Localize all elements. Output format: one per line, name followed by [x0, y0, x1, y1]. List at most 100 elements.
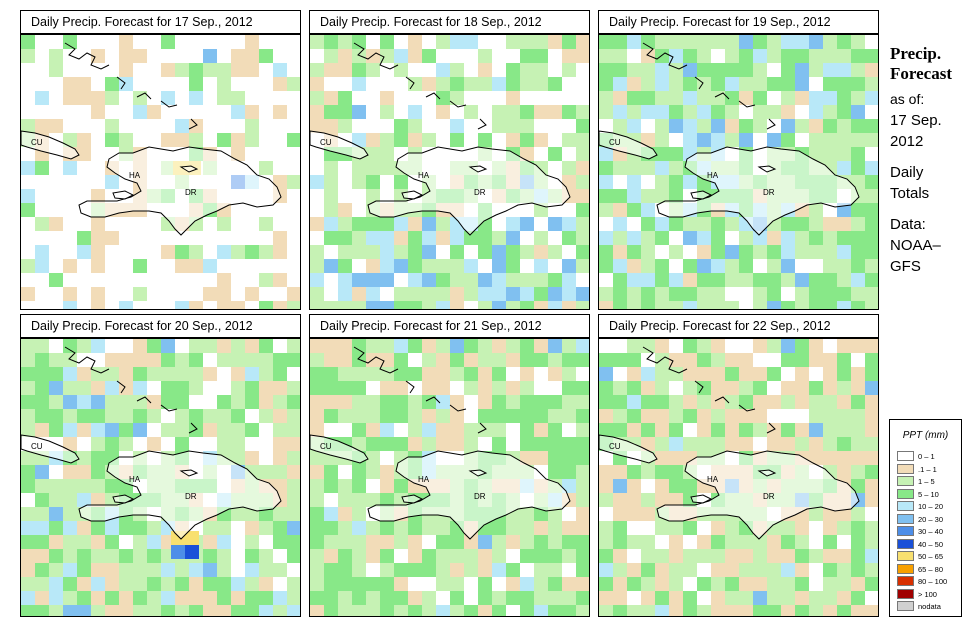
- precip-cell: [753, 381, 767, 395]
- precip-cell: [534, 273, 548, 287]
- precip-cell: [767, 549, 781, 563]
- legend-item: 20 – 30: [897, 513, 944, 525]
- precip-cell: [548, 423, 562, 437]
- precip-cell: [203, 63, 217, 77]
- precip-cell: [310, 175, 324, 189]
- precip-cell: [203, 535, 217, 549]
- precip-cell: [669, 423, 683, 437]
- precip-cell: [245, 563, 259, 577]
- precip-cell: [781, 91, 795, 105]
- precip-cell: [436, 591, 450, 605]
- precip-cell: [669, 549, 683, 563]
- precip-cell: [49, 231, 63, 245]
- precip-cell: [119, 367, 133, 381]
- precip-cell: [35, 353, 49, 367]
- precip-cell: [324, 423, 338, 437]
- precip-cell: [310, 409, 324, 423]
- precip-cell: [422, 591, 436, 605]
- precip-cell: [641, 105, 655, 119]
- precip-cell: [217, 217, 231, 231]
- precip-cell: [49, 49, 63, 63]
- precip-cell: [287, 245, 300, 259]
- precip-cell: [119, 535, 133, 549]
- precip-cell: [478, 245, 492, 259]
- precip-cell: [189, 287, 203, 301]
- precip-cell: [287, 367, 300, 381]
- precip-cell: [310, 49, 324, 63]
- coastline-outline: [112, 190, 135, 200]
- precip-cell: [669, 63, 683, 77]
- precip-cell: [627, 119, 641, 133]
- precip-cell: [865, 367, 878, 381]
- precip-cell: [380, 521, 394, 535]
- precip-cell: [478, 63, 492, 77]
- precip-cell: [683, 521, 697, 535]
- precip-cell: [119, 119, 133, 133]
- precip-cell: [203, 91, 217, 105]
- precip-cell: [823, 287, 837, 301]
- coastline-outline: [310, 130, 369, 160]
- precip-cell: [175, 245, 189, 259]
- precip-cell: [203, 423, 217, 437]
- precip-cell: [189, 437, 203, 451]
- precip-cell: [851, 605, 865, 616]
- precip-cell: [310, 245, 324, 259]
- precip-cell: [91, 395, 105, 409]
- precip-cell: [865, 465, 878, 479]
- precip-cell: [161, 423, 175, 437]
- precip-cell: [851, 301, 865, 309]
- precip-cell: [520, 423, 534, 437]
- precip-cell: [105, 105, 119, 119]
- precip-cell: [217, 521, 231, 535]
- precip-cell: [697, 231, 711, 245]
- precip-cell: [795, 133, 809, 147]
- precip-cell: [464, 105, 478, 119]
- precip-cell: [599, 217, 613, 231]
- precip-cell: [63, 395, 77, 409]
- precip-cell: [338, 301, 352, 309]
- precip-cell: [203, 273, 217, 287]
- precip-cell: [865, 105, 878, 119]
- precip-cell: [324, 63, 338, 77]
- precip-cell: [711, 563, 725, 577]
- precip-cell: [823, 259, 837, 273]
- precip-cell: [273, 301, 287, 309]
- precip-cell: [655, 245, 669, 259]
- precip-cell: [352, 161, 366, 175]
- precip-cell: [352, 367, 366, 381]
- precip-cell: [562, 577, 576, 591]
- precip-cell: [599, 231, 613, 245]
- legend-label: 20 – 30: [918, 514, 944, 524]
- precip-cell: [119, 133, 133, 147]
- precip-cell: [77, 147, 91, 161]
- precip-cell: [478, 35, 492, 49]
- precip-cell: [49, 287, 63, 301]
- precip-cell: [259, 231, 273, 245]
- precip-cell: [753, 91, 767, 105]
- precip-cell: [767, 77, 781, 91]
- precip-cell: [739, 423, 753, 437]
- precip-cell: [436, 367, 450, 381]
- precip-cell: [147, 49, 161, 63]
- coastline-outline: [757, 469, 777, 477]
- precip-cell: [217, 437, 231, 451]
- precip-cell: [809, 605, 823, 616]
- precip-cell: [725, 563, 739, 577]
- precip-cell: [217, 77, 231, 91]
- precip-cell: [641, 287, 655, 301]
- precip-cell: [436, 273, 450, 287]
- precip-cell: [865, 605, 878, 616]
- precip-cell: [548, 217, 562, 231]
- precip-cell: [21, 521, 35, 535]
- precip-cell: [287, 217, 300, 231]
- precip-cell: [366, 49, 380, 63]
- precip-cell: [599, 605, 613, 616]
- precip-cell: [422, 217, 436, 231]
- precip-cell: [203, 35, 217, 49]
- precip-cell: [63, 273, 77, 287]
- precip-cell: [273, 367, 287, 381]
- precip-cell: [781, 605, 795, 616]
- precip-cell: [627, 535, 641, 549]
- precip-cell: [380, 339, 394, 353]
- legend-label: 30 – 40: [918, 527, 944, 536]
